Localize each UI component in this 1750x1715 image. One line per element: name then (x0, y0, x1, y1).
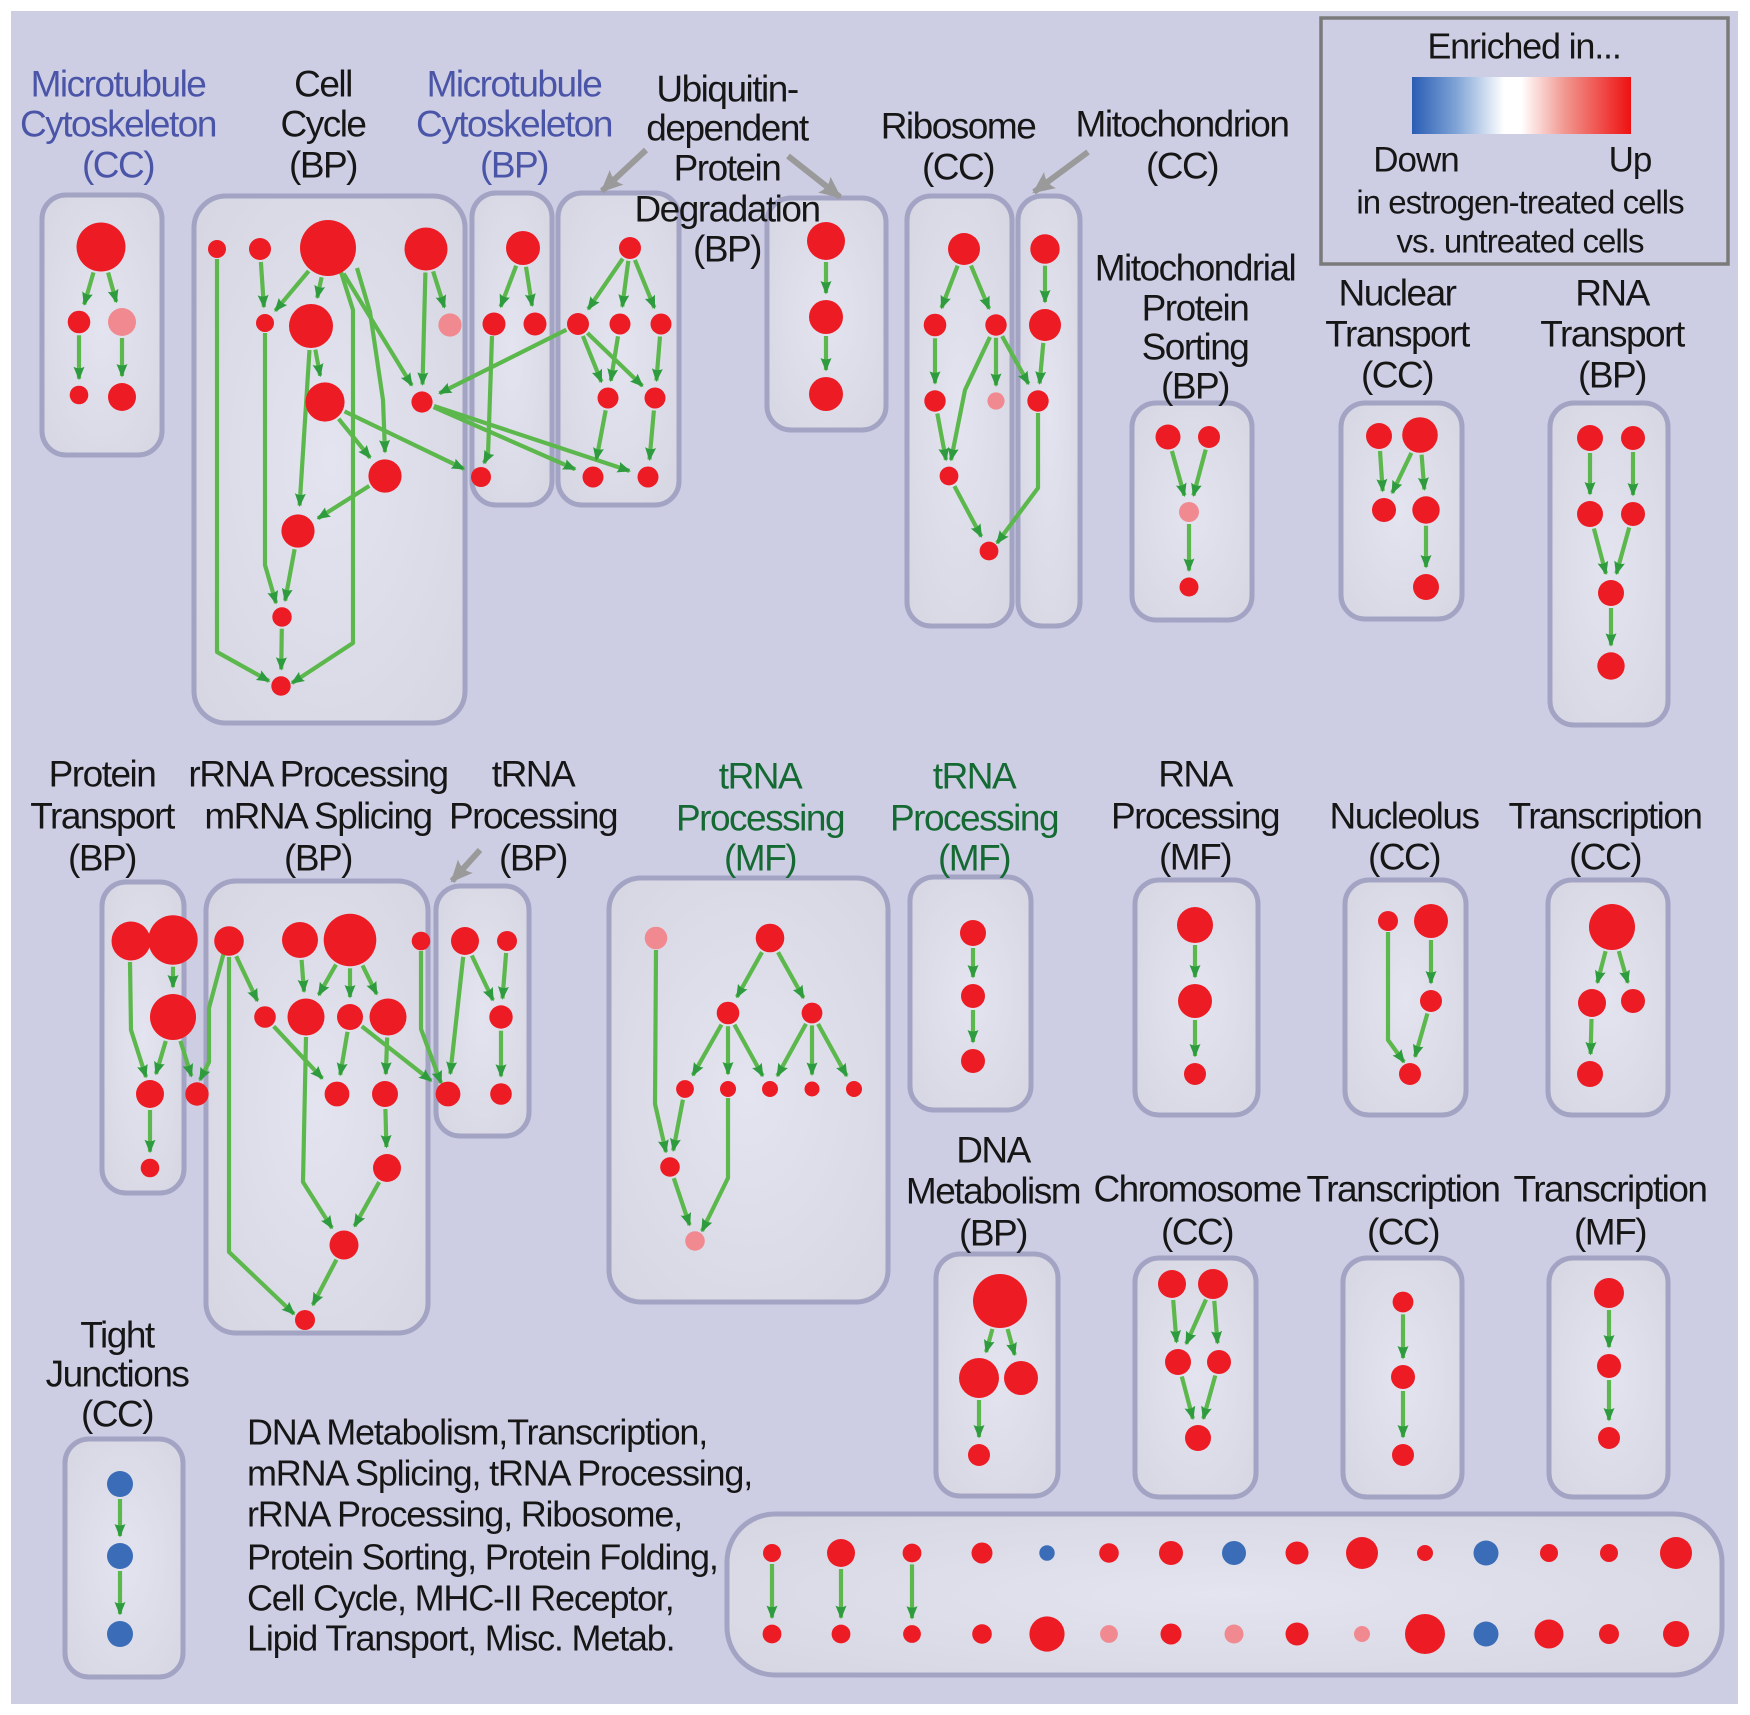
svg-text:(MF): (MF) (1574, 1212, 1646, 1253)
svg-text:Metabolism: Metabolism (906, 1171, 1080, 1212)
svg-text:mRNA Splicing, tRNA Processing: mRNA Splicing, tRNA Processing, (247, 1453, 752, 1494)
svg-text:(BP): (BP) (480, 145, 548, 186)
svg-text:Nucleolus: Nucleolus (1330, 796, 1480, 837)
svg-text:(BP): (BP) (1578, 355, 1646, 396)
svg-text:Nuclear: Nuclear (1339, 273, 1457, 314)
svg-text:Protein: Protein (674, 148, 781, 189)
svg-text:Mitochondrial: Mitochondrial (1095, 248, 1296, 289)
svg-text:(CC): (CC) (1569, 837, 1641, 878)
svg-text:Transcription: Transcription (1514, 1169, 1707, 1210)
svg-text:Ubiquitin-: Ubiquitin- (656, 69, 797, 110)
svg-text:Microtubule: Microtubule (31, 64, 206, 105)
svg-text:Cell Cycle, MHC-II Receptor,: Cell Cycle, MHC-II Receptor, (247, 1578, 674, 1619)
svg-text:rRNA Processing: rRNA Processing (188, 754, 447, 795)
svg-text:Lipid Transport, Misc. Metab.: Lipid Transport, Misc. Metab. (247, 1618, 674, 1659)
svg-text:(CC): (CC) (1368, 837, 1440, 878)
svg-text:Enriched in...: Enriched in... (1427, 26, 1620, 67)
svg-text:in estrogen-treated cells: in estrogen-treated cells (1356, 184, 1684, 221)
svg-text:(BP): (BP) (959, 1213, 1027, 1254)
svg-text:Mitochondrion: Mitochondrion (1076, 104, 1289, 145)
svg-text:(BP): (BP) (693, 229, 761, 270)
svg-text:Microtubule: Microtubule (427, 64, 602, 105)
svg-text:(BP): (BP) (1161, 366, 1229, 407)
svg-text:mRNA Splicing: mRNA Splicing (204, 796, 431, 837)
svg-text:Up: Up (1609, 141, 1652, 180)
svg-text:Degradation: Degradation (634, 189, 819, 230)
svg-text:Ribosome: Ribosome (881, 106, 1036, 147)
svg-text:tRNA: tRNA (719, 756, 803, 797)
svg-text:(CC): (CC) (1361, 355, 1433, 396)
svg-text:Transcription: Transcription (1509, 796, 1702, 837)
svg-text:Processing: Processing (449, 796, 617, 837)
svg-text:RNA: RNA (1575, 273, 1650, 314)
svg-text:Sorting: Sorting (1142, 327, 1249, 368)
svg-text:(CC): (CC) (922, 147, 994, 188)
svg-text:Cytoskeleton: Cytoskeleton (416, 104, 612, 145)
svg-text:Protein: Protein (1142, 288, 1249, 329)
svg-text:Chromosome: Chromosome (1093, 1169, 1300, 1210)
svg-text:(MF): (MF) (724, 838, 796, 879)
svg-text:Cytoskeleton: Cytoskeleton (20, 104, 216, 145)
svg-text:Protein: Protein (49, 754, 156, 795)
svg-text:dependent: dependent (646, 108, 810, 149)
svg-text:(BP): (BP) (68, 838, 136, 879)
svg-text:DNA Metabolism,Transcription,: DNA Metabolism,Transcription, (247, 1412, 707, 1453)
svg-text:Transport: Transport (1540, 314, 1686, 355)
svg-text:(BP): (BP) (289, 145, 357, 186)
svg-text:(MF): (MF) (1159, 837, 1231, 878)
svg-text:Processing: Processing (676, 798, 844, 839)
svg-text:(CC): (CC) (81, 1394, 153, 1435)
svg-text:Transcription: Transcription (1307, 1169, 1500, 1210)
svg-text:Transport: Transport (1325, 314, 1471, 355)
svg-text:(CC): (CC) (82, 145, 154, 186)
svg-text:Cycle: Cycle (280, 104, 365, 145)
svg-text:(CC): (CC) (1161, 1212, 1233, 1253)
svg-text:rRNA Processing, Ribosome,: rRNA Processing, Ribosome, (247, 1494, 682, 1535)
svg-text:Cell: Cell (294, 64, 352, 105)
svg-text:(CC): (CC) (1367, 1212, 1439, 1253)
svg-text:tRNA: tRNA (933, 756, 1017, 797)
svg-text:RNA: RNA (1158, 754, 1233, 795)
svg-text:Tight: Tight (80, 1315, 156, 1356)
svg-text:(CC): (CC) (1146, 146, 1218, 187)
svg-text:(BP): (BP) (499, 838, 567, 879)
svg-text:Protein Sorting, Protein Foldi: Protein Sorting, Protein Folding, (247, 1537, 718, 1578)
svg-text:Processing: Processing (890, 798, 1058, 839)
svg-text:DNA: DNA (956, 1130, 1031, 1171)
svg-text:(BP): (BP) (284, 838, 352, 879)
svg-text:(MF): (MF) (938, 838, 1010, 879)
svg-text:Down: Down (1373, 141, 1458, 180)
svg-text:tRNA: tRNA (492, 754, 576, 795)
svg-text:Transport: Transport (30, 796, 176, 837)
svg-text:Processing: Processing (1111, 796, 1279, 837)
svg-text:vs. untreated cells: vs. untreated cells (1397, 223, 1644, 260)
svg-text:Junctions: Junctions (46, 1354, 190, 1395)
